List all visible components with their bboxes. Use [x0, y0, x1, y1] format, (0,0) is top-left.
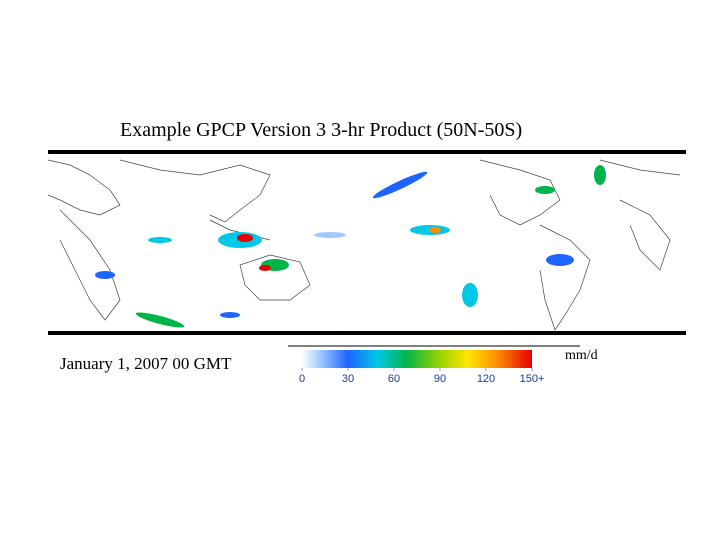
- colorbar-tick-label: 150+: [520, 373, 545, 385]
- rain-cells: [95, 165, 606, 328]
- colorbar-tick-label: 30: [342, 373, 354, 385]
- timestamp: January 1, 2007 00 GMT: [60, 354, 232, 373]
- colorbar-ticks: 0 30 60 90 120 150+: [299, 368, 544, 385]
- slide-title: Example GPCP Version 3 3-hr Product (50N…: [120, 119, 523, 141]
- precip-map: [47, 150, 686, 335]
- colorbar-tick-label: 90: [434, 373, 446, 385]
- colorbar-tick-label: 60: [388, 373, 400, 385]
- colorbar-tick-label: 120: [477, 373, 495, 385]
- colorbar-unit: mm/d: [565, 348, 598, 363]
- colorbar-tick-label: 0: [299, 373, 305, 385]
- colorbar: [302, 350, 532, 368]
